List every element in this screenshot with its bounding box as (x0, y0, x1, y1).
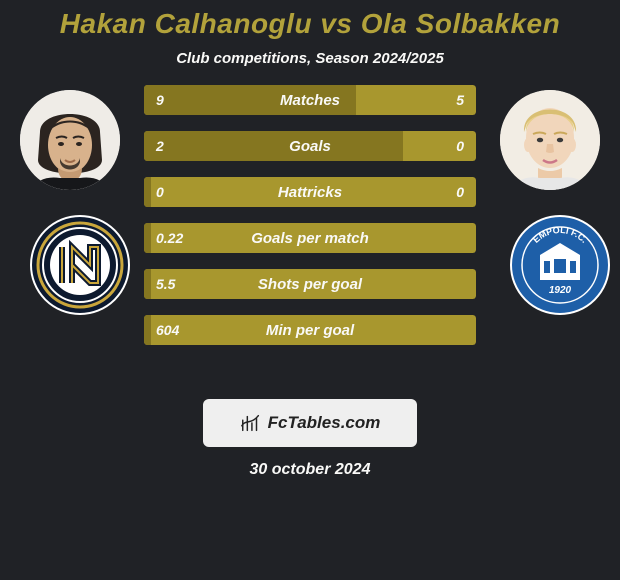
player1-avatar (20, 90, 120, 190)
title-player1: Hakan Calhanoglu (60, 8, 312, 39)
comparison-card: Hakan Calhanoglu vs Ola Solbakken Club c… (0, 0, 620, 580)
stat-row: 95Matches (144, 85, 476, 115)
brand-text: FcTables.com (268, 413, 381, 433)
player1-club-badge (30, 215, 130, 315)
stat-label: Goals (144, 131, 476, 161)
stat-row: 00Hattricks (144, 177, 476, 207)
stat-bars: 95Matches 20Goals 00Hattricks 0.22Goals per… (144, 85, 476, 361)
subtitle: Club competitions, Season 2024/2025 (10, 50, 610, 67)
brand-logo-icon (240, 412, 262, 434)
stat-label: Matches (144, 85, 476, 115)
stat-label: Shots per goal (144, 269, 476, 299)
stat-row: 5.5Shots per goal (144, 269, 476, 299)
brand-badge[interactable]: FcTables.com (203, 399, 417, 447)
stat-label: Min per goal (144, 315, 476, 345)
player2-avatar (500, 90, 600, 190)
title-player2: Ola Solbakken (361, 8, 560, 39)
stats-area: EMPOLI F.C. 1920 95Matches 20Goals 00Hattr… (10, 85, 610, 395)
stat-row: 20Goals (144, 131, 476, 161)
stat-label: Hattricks (144, 177, 476, 207)
player2-club-badge: EMPOLI F.C. 1920 (510, 215, 610, 315)
stat-row: 604Min per goal (144, 315, 476, 345)
club2-year: 1920 (549, 285, 572, 296)
title-vs: vs (312, 8, 361, 39)
page-title: Hakan Calhanoglu vs Ola Solbakken (10, 8, 610, 40)
comparison-date: 30 october 2024 (10, 461, 610, 479)
stat-label: Goals per match (144, 223, 476, 253)
stat-row: 0.22Goals per match (144, 223, 476, 253)
